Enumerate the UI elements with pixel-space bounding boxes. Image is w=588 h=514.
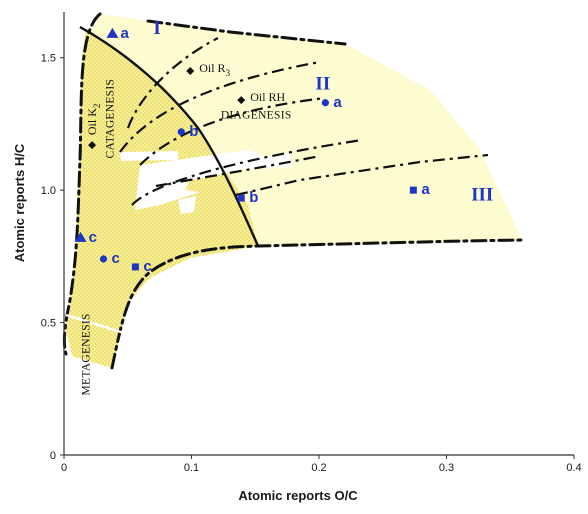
zone-label: CATAGENESIS — [105, 79, 117, 159]
x-tick-label: 0.4 — [566, 462, 581, 474]
kerogen-type-label: III — [471, 185, 493, 206]
zone-label: METAGENESIS — [81, 313, 93, 395]
kerogen-type-label: I — [153, 18, 160, 39]
kerogen-field-light — [66, 14, 522, 368]
x-axis: 0 0.1 0.2 0.3 0.4 — [61, 454, 582, 474]
point-label: a — [421, 181, 430, 198]
oil-label: Oil K2 — [85, 104, 102, 136]
y-tick-label: 0 — [50, 450, 56, 462]
white-gap — [178, 196, 196, 214]
square-marker — [237, 194, 245, 202]
oil-label: Oil RH — [250, 90, 285, 104]
y-tick-label: 1.0 — [41, 185, 56, 197]
boundary-bottom — [110, 238, 524, 370]
y-axis: 0 0.5 1.0 1.5 — [41, 12, 65, 462]
oil-name: Oil K — [85, 108, 99, 135]
boundary-left — [62, 12, 102, 356]
point-label: c — [112, 250, 120, 267]
oil-name: Oil R — [199, 61, 225, 75]
x-tick-label: 0 — [61, 462, 67, 474]
point-label: c — [89, 229, 97, 246]
catagenesis-metagenesis-boundary — [65, 313, 125, 335]
circle-marker — [321, 99, 329, 107]
circle-marker — [99, 255, 108, 263]
point-label: b — [249, 189, 258, 206]
square-marker — [131, 263, 139, 271]
oil-marker — [88, 141, 97, 150]
oil-marker — [237, 96, 246, 105]
point-label: b — [189, 123, 198, 140]
kerogen-type-label: II — [315, 74, 330, 95]
x-axis-title: Atomic reports O/C — [238, 488, 358, 503]
iso-line-2 — [119, 60, 321, 153]
circle-marker — [177, 128, 185, 136]
triangle-marker — [74, 231, 87, 242]
point-label: c — [143, 258, 151, 275]
diagenesis-catagenesis-boundary — [79, 25, 260, 247]
triangle-marker — [106, 27, 119, 38]
point-label: a — [333, 94, 342, 111]
boundary-top — [146, 19, 347, 46]
oil-subscript: 2 — [92, 104, 102, 109]
oil-subscript: 3 — [226, 68, 231, 78]
x-tick-label: 0.3 — [439, 462, 454, 474]
zone-label: DIAGENESIS — [221, 110, 292, 122]
y-axis-title: Atomic reports H/C — [12, 143, 27, 262]
iso-line-4 — [131, 138, 363, 206]
point-label: a — [120, 25, 129, 42]
iso-line-1 — [126, 37, 219, 129]
oil-marker — [186, 66, 195, 75]
y-tick-label: 1.5 — [41, 53, 56, 65]
x-tick-label: 0.2 — [311, 462, 326, 474]
x-tick-label: 0.1 — [184, 462, 199, 474]
iso-line-3 — [139, 96, 326, 166]
white-gap — [120, 151, 178, 161]
iso-line-5 — [155, 154, 321, 188]
iso-line-6 — [235, 153, 489, 197]
oil-name: Oil RH — [250, 90, 285, 104]
oil-label: Oil R3 — [199, 61, 230, 78]
square-marker — [409, 186, 417, 194]
y-tick-label: 0.5 — [41, 318, 56, 330]
